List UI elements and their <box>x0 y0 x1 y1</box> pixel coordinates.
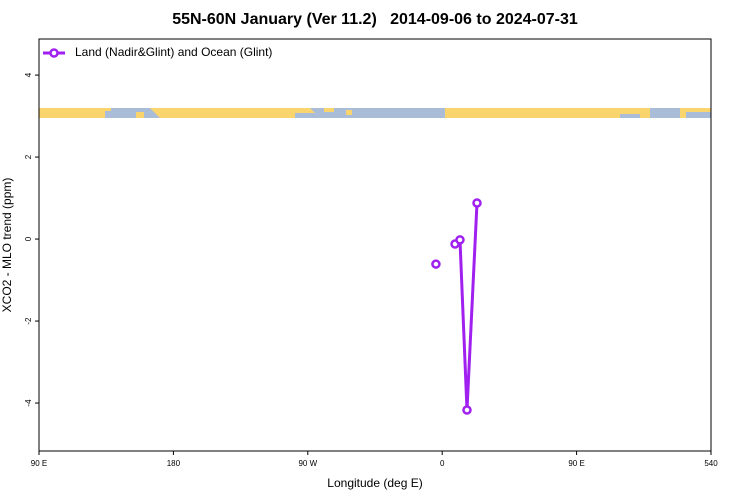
x-tick-label: 90 E <box>568 459 584 468</box>
point <box>472 198 482 208</box>
point <box>455 235 465 245</box>
x-axis-label: Longitude (deg E) <box>327 476 422 490</box>
y-tick-label: 4 <box>24 72 33 77</box>
y-axis-label: XCO2 - MLO trend (ppm) <box>0 178 14 313</box>
point <box>431 259 441 269</box>
x-tick-label: 0 <box>440 459 445 468</box>
x-tick-label: 180 <box>167 459 181 468</box>
point <box>462 405 472 415</box>
map-strip <box>39 108 711 118</box>
chart-title: 55N-60N January (Ver 11.2) 2014-09-06 to… <box>172 11 578 28</box>
legend-marker <box>49 48 59 58</box>
y-tick-label: 0 <box>24 236 33 241</box>
x-tick-label: 90 W <box>298 459 317 468</box>
y-tick-label: -4 <box>24 399 33 407</box>
series-line <box>454 202 479 411</box>
y-tick-label: 2 <box>24 154 33 159</box>
x-tick-label: 540 <box>704 459 718 468</box>
plot-frame <box>38 38 712 452</box>
y-tick-label: -2 <box>24 317 33 325</box>
legend-label: Land (Nadir&Glint) and Ocean (Glint) <box>75 45 272 59</box>
x-tick-label: 90 E <box>31 459 47 468</box>
